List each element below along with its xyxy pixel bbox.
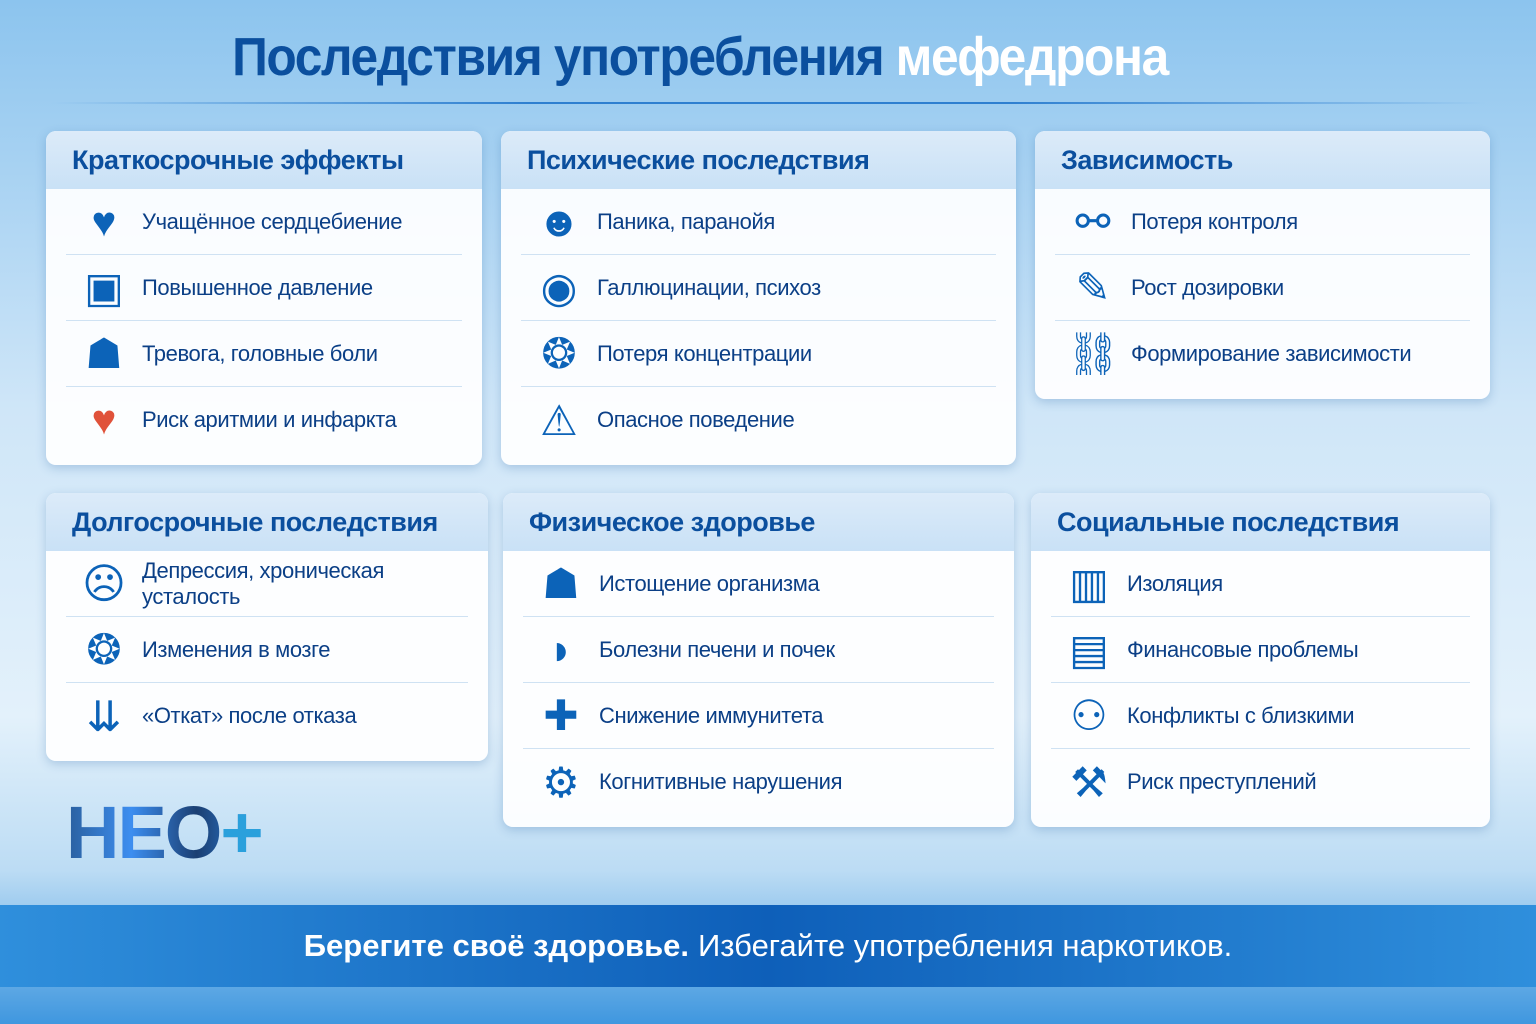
head-gears-icon: ⚙ <box>542 758 580 806</box>
item-label: Изоляция <box>1127 570 1223 596</box>
heart-pulse-icon: ♥ <box>91 197 117 245</box>
panic-person-icon: ☻ <box>536 197 582 245</box>
banner-bold-text: Берегите своё здоровье. <box>303 928 690 963</box>
person-icon: ☗ <box>542 560 580 607</box>
wallet-icon: ▤ <box>1069 626 1109 673</box>
list-item: ⚇ Конфликты с близкими <box>1051 683 1470 749</box>
item-label: Депрессия, хроническая усталость <box>142 557 385 609</box>
list-item: ◗ Болезни печени и почек <box>523 617 994 683</box>
sad-face-icon: ☹ <box>82 560 126 607</box>
panel-3: Зависимость ⚯ Потеря контроля ✎ Рост дозиров… <box>1035 131 1490 399</box>
item-label: Опасное поведение <box>597 407 795 432</box>
shield-cross-icon: ✚ <box>543 692 579 739</box>
warning-icon: ⚠ <box>540 396 578 444</box>
item-label: Истощение организма <box>599 570 820 596</box>
list-item: ⚒ Риск преступлений <box>1051 749 1470 815</box>
list-item: ☻ Паника, паранойя <box>521 189 996 255</box>
item-label: Потеря концентрации <box>597 340 812 366</box>
item-label: Изменения в мозге <box>142 636 331 662</box>
footer-banner: Берегите своё здоровье. Избегайте употреб… <box>0 905 1536 987</box>
list-item: ⇊ «Откат» после отказа <box>66 683 468 749</box>
list-item: ☹ Депрессия, хроническая усталость <box>66 551 468 617</box>
item-label: «Откат» после отказа <box>142 703 357 728</box>
handcuffs-icon: ⚯ <box>1075 198 1111 245</box>
head-globe-icon: ◉ <box>540 264 578 311</box>
list-item: ♥ Учащённое сердцебиение <box>66 189 462 255</box>
list-item: ❂ Изменения в мозге <box>66 617 468 683</box>
list-item: ⚠ Опасное поведение <box>521 387 996 453</box>
brain-head-icon: ❂ <box>86 626 122 673</box>
title-divider <box>50 102 1486 104</box>
chain-icon: ⛓ <box>1066 329 1120 377</box>
panel-2: Психические последствия ☻ Паника, паранойя… <box>501 131 1016 465</box>
item-label: Галлюцинации, психоз <box>597 274 821 300</box>
title-main: Последствия употребления <box>232 27 884 87</box>
panel-title: Краткосрочные эффекты <box>46 131 482 189</box>
conflict-people-icon: ⚇ <box>1070 692 1108 739</box>
list-item: ♥ Риск аритмии и инфаркта <box>66 387 462 453</box>
gavel-icon: ⚒ <box>1070 758 1108 806</box>
list-item: ▥ Изоляция <box>1051 551 1470 617</box>
list-item: ⛓ Формирование зависимости <box>1055 321 1470 387</box>
item-label: Финансовые проблемы <box>1127 636 1359 662</box>
list-item: ☗ Тревога, головные боли <box>66 321 462 387</box>
brain-icon: ❂ <box>541 330 577 377</box>
item-label: Рост дозировки <box>1131 274 1284 300</box>
logo-text: НЕО <box>66 791 221 874</box>
list-item: ▣ Повышенное давление <box>66 255 462 321</box>
panel-1: Краткосрочные эффекты ♥ Учащённое сердцеби… <box>46 131 482 465</box>
item-label: Повышенное давление <box>142 274 373 300</box>
list-item: ❂ Потеря концентрации <box>521 321 996 387</box>
item-label: Учащённое сердцебиение <box>142 208 403 234</box>
blood-pressure-monitor-icon: ▣ <box>84 264 124 311</box>
list-item: ⚙ Когнитивные нарушения <box>523 749 994 815</box>
headache-person-icon: ☗ <box>85 330 123 377</box>
item-label: Конфликты с близкими <box>1127 702 1355 728</box>
syringe-icon: ✎ <box>1075 264 1111 311</box>
liver-icon: ◗ <box>548 625 574 673</box>
panel-title: Психические последствия <box>501 131 1016 189</box>
item-label: Когнитивные нарушения <box>599 769 843 794</box>
list-item: ▤ Финансовые проблемы <box>1051 617 1470 683</box>
red-heart-pulse-icon: ♥ <box>91 396 117 443</box>
item-label: Снижение иммунитета <box>599 702 824 728</box>
item-label: Риск аритмии и инфаркта <box>142 407 397 432</box>
panel-5: Физическое здоровье ☗ Истощение организма ◗… <box>503 493 1014 827</box>
page-title: Последствия употребления мефедрона <box>56 26 1344 88</box>
list-item: ⚯ Потеря контроля <box>1055 189 1470 255</box>
item-label: Болезни печени и почек <box>599 636 835 662</box>
list-item: ✚ Снижение иммунитета <box>523 683 994 749</box>
list-item: ◉ Галлюцинации, психоз <box>521 255 996 321</box>
title-highlight: мефедрона <box>895 27 1170 87</box>
panel-title: Зависимость <box>1035 131 1490 189</box>
logo: НЕО+ <box>66 790 263 875</box>
panel-6: Социальные последствия ▥ Изоляция ▤ Финансов… <box>1031 493 1490 827</box>
item-label: Потеря контроля <box>1131 208 1298 234</box>
item-label: Формирование зависимости <box>1131 341 1412 366</box>
item-label: Паника, паранойя <box>597 208 775 234</box>
banner-text: Избегайте употребления наркотиков. <box>698 928 1233 963</box>
item-label: Тревога, головные боли <box>142 340 378 366</box>
panel-title: Физическое здоровье <box>503 493 1014 551</box>
item-label: Риск преступлений <box>1127 769 1317 794</box>
panel-title: Долгосрочные последствия <box>46 493 488 551</box>
down-arrows-icon: ⇊ <box>86 692 122 740</box>
person-behind-bars-icon: ▥ <box>1069 560 1109 607</box>
panel-title: Социальные последствия <box>1031 493 1490 551</box>
list-item: ☗ Истощение организма <box>523 551 994 617</box>
logo-plus: + <box>220 791 263 874</box>
list-item: ✎ Рост дозировки <box>1055 255 1470 321</box>
panel-4: Долгосрочные последствия ☹ Депрессия, хрон… <box>46 493 488 761</box>
